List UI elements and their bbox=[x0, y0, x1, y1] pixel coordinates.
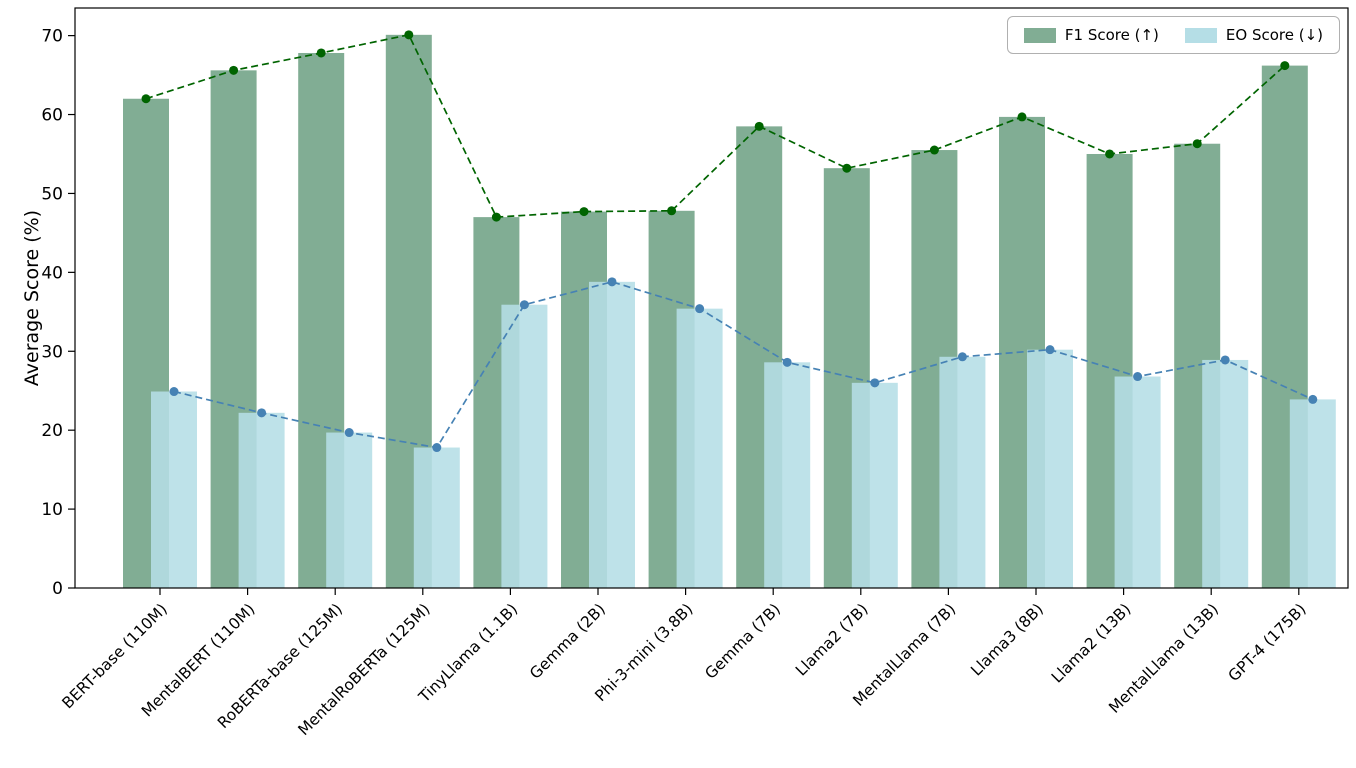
y-tick-label: 0 bbox=[52, 579, 63, 599]
eo-marker bbox=[870, 378, 880, 388]
eo-bar bbox=[676, 308, 723, 588]
eo-marker bbox=[1308, 394, 1318, 404]
eo-marker bbox=[257, 408, 267, 418]
eo-bar bbox=[1027, 349, 1073, 588]
eo-marker bbox=[169, 387, 179, 397]
f1-marker bbox=[491, 212, 501, 222]
eo-marker bbox=[695, 304, 705, 314]
eo-marker bbox=[957, 352, 967, 362]
f1-marker bbox=[1017, 112, 1027, 122]
eo-marker bbox=[432, 443, 442, 453]
eo-bar bbox=[1202, 359, 1249, 588]
legend-label-eo: EO Score (↓) bbox=[1225, 26, 1323, 44]
y-tick-label: 40 bbox=[41, 263, 63, 283]
eo-bar bbox=[413, 447, 460, 588]
eo-marker bbox=[1045, 345, 1055, 355]
x-tick-label: GPT-4 (175B) bbox=[1225, 600, 1310, 685]
x-tick-label: Gemma (7B) bbox=[701, 600, 784, 683]
legend: F1 Score (↑) EO Score (↓) bbox=[1006, 16, 1340, 54]
f1-marker bbox=[579, 207, 589, 217]
y-axis-title: Average Score (%) bbox=[21, 209, 43, 387]
eo-bar bbox=[764, 362, 811, 588]
f1-marker bbox=[1280, 61, 1290, 71]
eo-bar bbox=[151, 391, 197, 588]
eo-marker bbox=[782, 357, 792, 367]
x-tick-label: Llama3 (8B) bbox=[967, 600, 1046, 679]
f1-marker bbox=[1105, 149, 1115, 159]
f1-marker bbox=[1192, 139, 1202, 149]
f1-marker bbox=[754, 121, 764, 131]
legend-item-eo: EO Score (↓) bbox=[1184, 26, 1323, 44]
eo-marker bbox=[607, 277, 617, 287]
eo-bar bbox=[1114, 376, 1161, 588]
eo-marker bbox=[1220, 355, 1230, 365]
y-tick-label: 70 bbox=[41, 27, 63, 47]
f1-marker bbox=[229, 65, 239, 75]
x-tick-label: Gemma (2B) bbox=[526, 600, 609, 683]
eo-bar bbox=[238, 412, 285, 588]
eo-swatch bbox=[1184, 27, 1217, 43]
f1-marker bbox=[316, 48, 326, 58]
f1-marker bbox=[667, 206, 677, 216]
y-tick-label: 20 bbox=[41, 421, 63, 441]
eo-bar bbox=[939, 356, 986, 588]
f1-marker bbox=[404, 30, 414, 40]
legend-label-f1: F1 Score (↑) bbox=[1064, 26, 1159, 44]
f1-marker bbox=[842, 163, 852, 173]
eo-marker bbox=[1133, 372, 1143, 382]
eo-bar bbox=[501, 304, 548, 588]
y-tick-label: 60 bbox=[41, 106, 63, 126]
eo-marker bbox=[519, 300, 529, 310]
eo-marker bbox=[344, 428, 354, 438]
eo-bar bbox=[851, 382, 898, 588]
plot-border bbox=[74, 7, 1349, 589]
x-tick-label: TinyLlama (1.1B) bbox=[415, 600, 522, 707]
y-tick-label: 50 bbox=[41, 184, 63, 204]
eo-bar bbox=[589, 281, 635, 588]
x-tick-label: Llama2 (7B) bbox=[792, 600, 871, 679]
f1-marker bbox=[141, 94, 151, 104]
f1-trend-line bbox=[145, 33, 1286, 219]
y-tick-label: 30 bbox=[41, 342, 63, 362]
x-tick-label: Llama2 (13B) bbox=[1048, 600, 1134, 686]
eo-bar bbox=[326, 432, 373, 588]
eo-bar bbox=[1289, 399, 1336, 588]
y-tick-label: 10 bbox=[41, 500, 63, 520]
x-tick-label: Phi-3-mini (3.8B) bbox=[592, 600, 697, 705]
f1-swatch bbox=[1023, 27, 1056, 43]
legend-item-f1: F1 Score (↑) bbox=[1023, 26, 1159, 44]
f1-marker bbox=[929, 145, 939, 155]
